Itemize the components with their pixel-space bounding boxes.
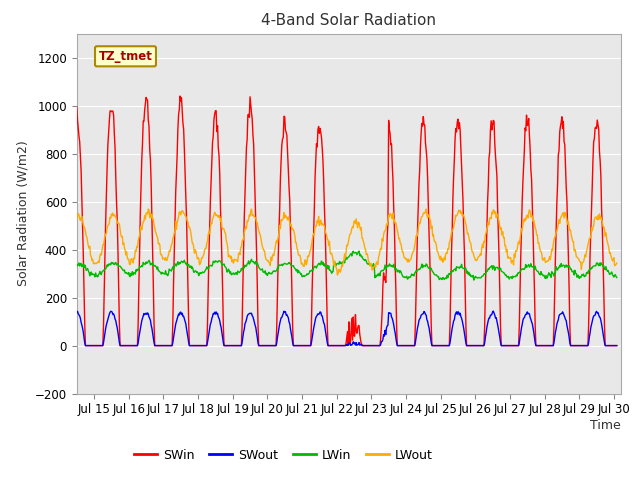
Text: TZ_tmet: TZ_tmet: [99, 50, 152, 63]
Y-axis label: Solar Radiation (W/m2): Solar Radiation (W/m2): [17, 141, 29, 287]
X-axis label: Time: Time: [590, 419, 621, 432]
Title: 4-Band Solar Radiation: 4-Band Solar Radiation: [261, 13, 436, 28]
Legend: SWin, SWout, LWin, LWout: SWin, SWout, LWin, LWout: [129, 444, 438, 467]
